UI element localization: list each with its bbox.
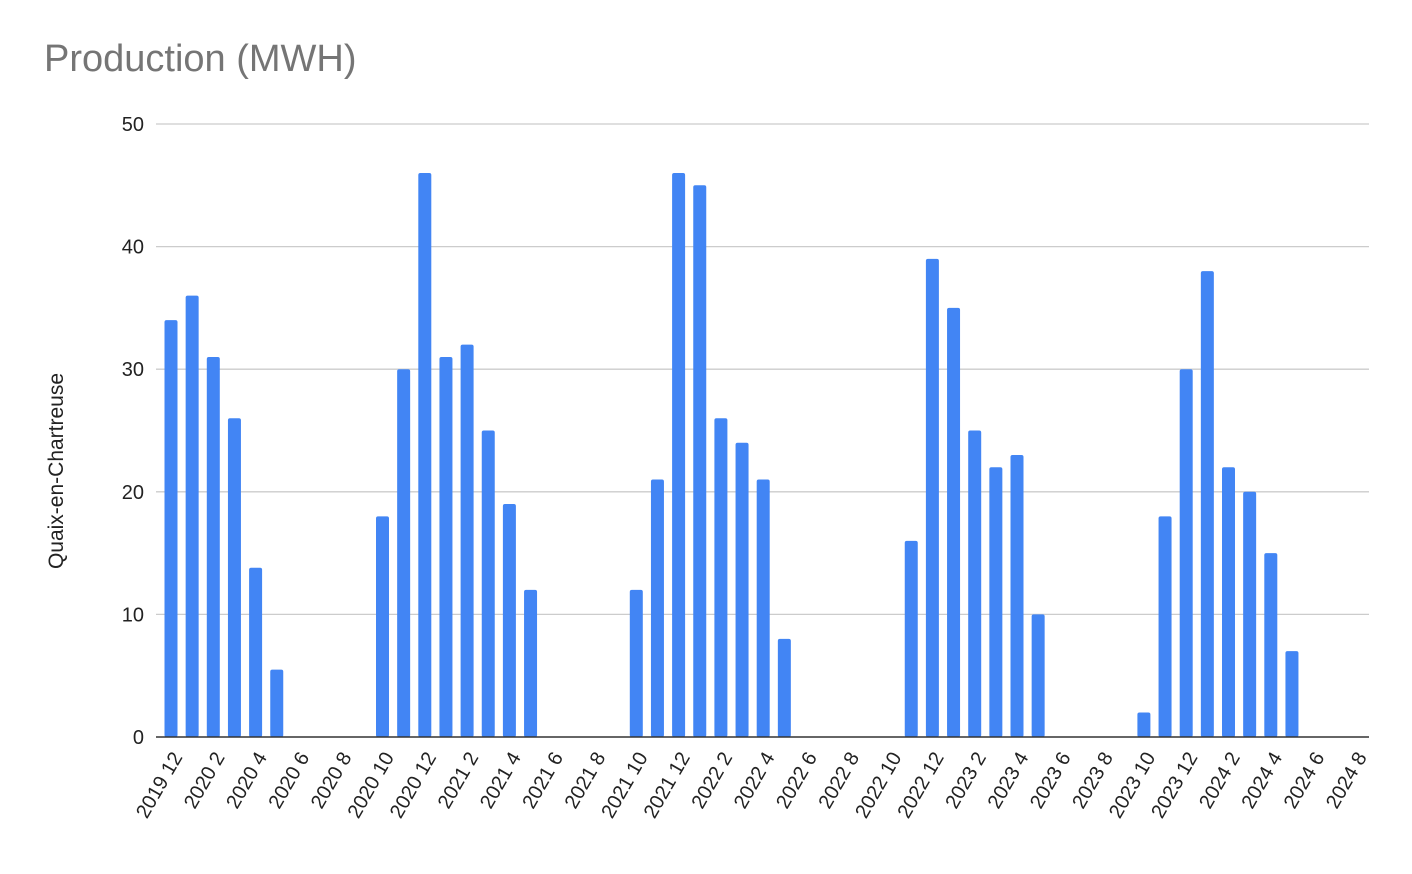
bar — [968, 430, 982, 737]
bar — [164, 320, 178, 737]
bar — [1200, 271, 1214, 737]
y-tick-label: 50 — [122, 114, 144, 136]
x-tick-label: 2024 2 — [1195, 749, 1245, 813]
bar — [756, 479, 770, 737]
bar — [185, 295, 199, 737]
y-tick-label: 30 — [122, 359, 144, 381]
bar — [1137, 712, 1151, 737]
y-tick-label: 40 — [122, 237, 144, 259]
bar — [925, 258, 939, 737]
bar — [439, 356, 453, 737]
bar — [1031, 614, 1045, 737]
y-axis-ticks: 0 10 20 30 40 50 — [122, 114, 144, 749]
y-tick-label: 10 — [122, 604, 144, 626]
bar — [904, 540, 918, 737]
bar — [693, 185, 707, 738]
x-tick-label: 2020 4 — [222, 749, 272, 813]
bar — [460, 344, 474, 737]
bar — [1222, 467, 1235, 737]
bar — [397, 369, 411, 737]
x-tick-label: 2020 2 — [180, 749, 230, 813]
bar — [735, 442, 749, 737]
bar — [672, 173, 686, 738]
x-tick-label: 2024 4 — [1237, 749, 1287, 813]
y-tick-label: 20 — [122, 482, 144, 504]
bar — [714, 418, 728, 737]
bar — [1243, 491, 1257, 737]
bar — [376, 516, 389, 737]
x-tick-label: 2023 6 — [1026, 749, 1076, 813]
bar — [1158, 516, 1172, 737]
bar — [249, 567, 263, 737]
x-tick-label: 2024 6 — [1280, 749, 1330, 813]
x-tick-label: 2021 4 — [476, 749, 526, 813]
bar — [947, 307, 961, 737]
x-tick-label: 2023 2 — [941, 748, 991, 812]
y-tick-label: 0 — [133, 727, 144, 749]
bar — [1264, 553, 1278, 737]
x-tick-label: 2024 8 — [1322, 749, 1372, 813]
y-axis-title: Quaix-en-Chartreuse — [45, 373, 68, 569]
x-tick-label: 2021 6 — [518, 749, 568, 813]
x-tick-label: 2022 4 — [730, 749, 780, 813]
bar — [629, 589, 643, 737]
x-tick-label: 2019 12 — [132, 749, 187, 823]
x-tick-label: 2021 2 — [434, 749, 484, 813]
bars — [164, 173, 1299, 738]
bar — [1010, 455, 1024, 737]
chart-title: Production (MWH) — [44, 38, 357, 80]
bar — [206, 356, 220, 737]
bar — [777, 638, 791, 737]
bar — [1179, 369, 1193, 737]
bar — [650, 479, 664, 737]
bar — [1285, 651, 1299, 737]
x-tick-label: 2023 4 — [984, 749, 1034, 813]
bar — [227, 418, 241, 737]
bar — [502, 504, 516, 737]
x-tick-label: 2022 6 — [772, 749, 822, 813]
bar — [524, 589, 538, 737]
bar — [418, 173, 432, 738]
x-tick-label: 2022 2 — [688, 749, 738, 813]
bar — [481, 430, 495, 737]
bar — [989, 467, 1003, 737]
bar — [270, 669, 284, 737]
x-tick-label: 2020 6 — [265, 749, 315, 813]
